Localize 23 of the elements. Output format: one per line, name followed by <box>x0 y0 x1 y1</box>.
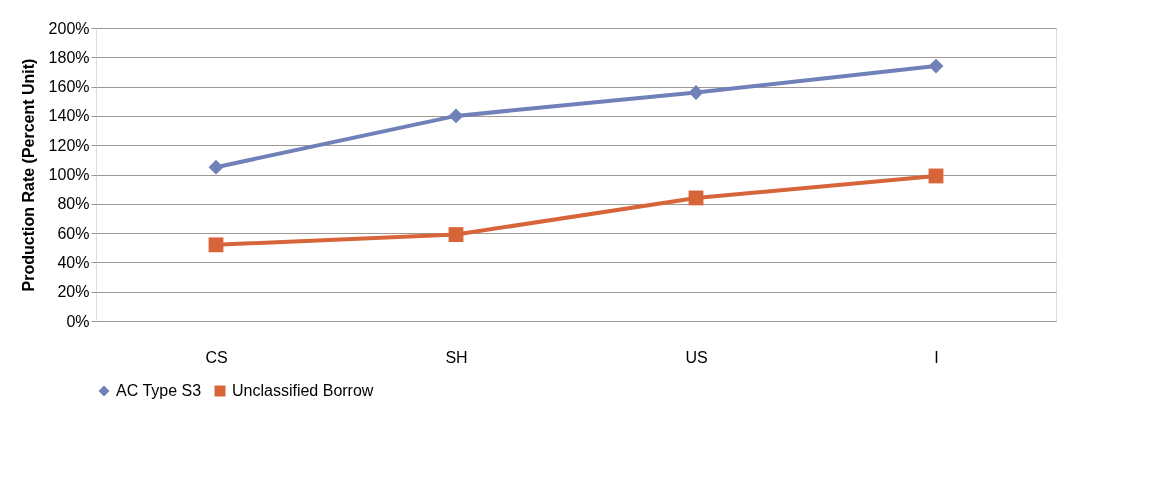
point <box>208 159 224 175</box>
y-axis-title: Production Rate (Percent Unit) <box>19 58 37 292</box>
y-tick-label: 60% <box>57 224 90 242</box>
x-tick-label: SH <box>445 348 468 366</box>
y-tick-label: 80% <box>57 195 90 213</box>
y-tick-label: 120% <box>48 136 90 154</box>
x-tick-label: I <box>934 348 939 366</box>
y-tick-label: 20% <box>57 283 90 301</box>
x-tick-label: CS <box>205 348 228 366</box>
y-tick-label: 100% <box>48 166 90 183</box>
y-tick-label: 160% <box>48 78 90 96</box>
point <box>448 227 464 242</box>
y-tick-label: 200% <box>48 19 90 37</box>
x-tick-label: US <box>685 348 708 366</box>
y-tick-label: 0% <box>66 312 90 330</box>
point <box>208 237 224 253</box>
y-tick-label: 140% <box>48 107 90 125</box>
point <box>448 108 464 124</box>
legend-label: AC Type S3 <box>116 382 202 399</box>
y-tick-label: 180% <box>48 48 90 66</box>
legend-label: Unclassified Borrow <box>232 382 374 399</box>
y-tick-label: 40% <box>57 253 90 271</box>
point <box>928 58 944 74</box>
